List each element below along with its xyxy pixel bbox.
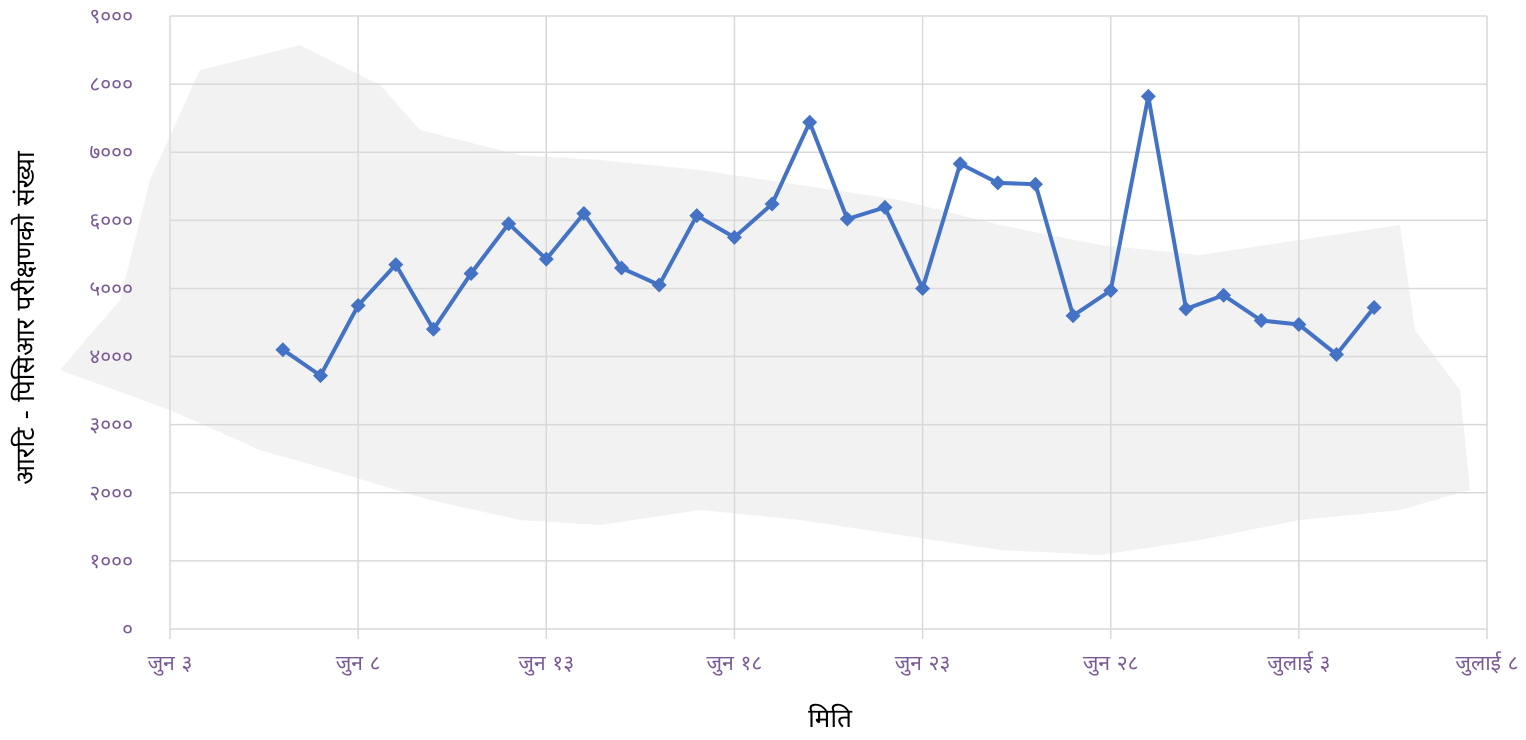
x-tick-label: जुन ३: [148, 651, 193, 676]
y-axis-title: आरटि - पिसिआर परीक्षणको संख्या: [10, 150, 41, 485]
y-tick-label: ७०००: [89, 140, 133, 164]
data-point-marker: [990, 175, 1006, 191]
x-tick-label: जुलाई ८: [1455, 651, 1518, 676]
data-point-marker: [614, 260, 630, 276]
data-point-marker: [1178, 301, 1194, 317]
data-point-marker: [463, 265, 479, 281]
data-point-marker: [1291, 317, 1307, 333]
data-point-marker: [350, 297, 366, 313]
data-point-marker: [501, 216, 517, 232]
y-tick-label: ९०००: [89, 4, 133, 28]
data-point-marker: [1253, 312, 1269, 328]
data-point-marker: [313, 368, 329, 384]
y-axis-ticks: ० १००० २००० ३००० ४००० ५००० ६००० ७००० ८००० ९०००: [89, 4, 133, 641]
y-tick-label: ५०००: [89, 276, 133, 300]
x-axis-ticks: जुन ३ जुन ८ जुन १३ जुन १८ जुन २३ जुन २८ जुलाई …: [148, 651, 1519, 676]
data-point-marker: [764, 196, 780, 212]
data-point-marker: [726, 229, 742, 245]
y-tick-label: १०००: [89, 549, 133, 573]
data-point-marker: [651, 277, 667, 293]
data-point-marker: [952, 156, 968, 172]
data-point-marker: [425, 321, 441, 337]
y-tick-label: ०: [122, 617, 133, 641]
series-line: [281, 94, 1376, 378]
x-tick-label: जुन २३: [895, 651, 951, 676]
grid-lines: [169, 15, 1488, 639]
data-point-marker: [388, 257, 404, 273]
x-tick-label: जुन ८: [336, 651, 381, 676]
data-point-marker: [1065, 308, 1081, 324]
y-tick-label: ८०००: [89, 72, 133, 96]
data-point-marker: [1328, 347, 1344, 363]
data-point-marker: [1216, 287, 1232, 303]
data-point-marker: [1027, 176, 1043, 192]
data-point-marker: [689, 208, 705, 224]
data-point-marker: [1366, 300, 1382, 316]
data-point-marker: [877, 199, 893, 215]
y-tick-label: ३०००: [89, 413, 133, 437]
data-point-marker: [839, 211, 855, 227]
x-axis-title: मिति: [808, 703, 853, 734]
y-tick-label: ६०००: [89, 208, 133, 232]
data-point-marker: [576, 206, 592, 222]
data-point-marker: [538, 251, 554, 267]
x-tick-label: जुन १३: [518, 651, 574, 676]
y-tick-label: ४०००: [89, 345, 133, 369]
series-polyline: [281, 94, 1376, 378]
data-point-marker: [1140, 88, 1156, 104]
x-tick-label: जुन १८: [707, 651, 763, 676]
map-shape: [60, 45, 1470, 555]
data-point-marker: [1103, 282, 1119, 298]
data-point-marker: [802, 114, 818, 130]
nepal-map-watermark: [60, 45, 1470, 555]
x-tick-label: जुलाई ३: [1267, 651, 1330, 676]
y-tick-label: २०००: [89, 481, 133, 505]
data-point-marker: [915, 280, 931, 296]
data-point-marker: [275, 342, 291, 358]
x-tick-label: जुन २८: [1083, 651, 1139, 676]
series-markers: [275, 88, 1382, 384]
